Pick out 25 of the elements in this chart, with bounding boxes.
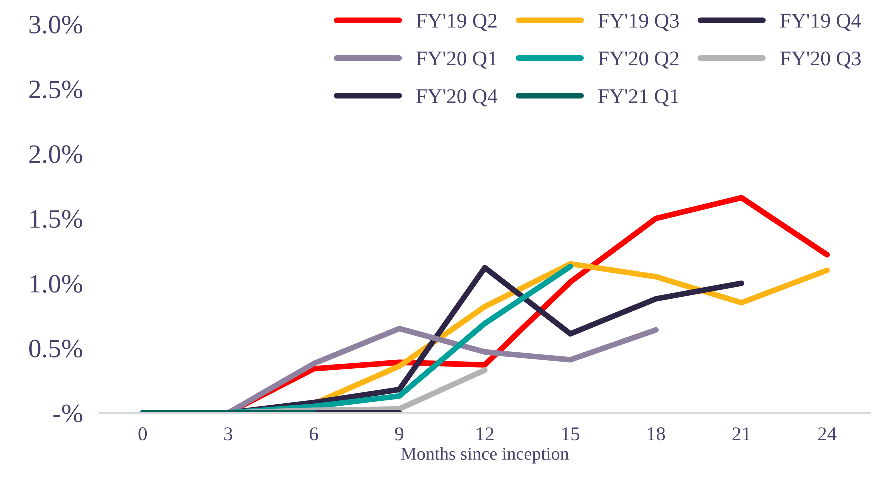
legend-label: FY'19 Q2 [416, 14, 497, 32]
y-tick-label: 1.5% [30, 210, 83, 228]
x-tick-label: 21 [732, 428, 750, 440]
x-tick-label: 18 [648, 428, 666, 441]
y-tick-label: 0.5% [29, 340, 83, 358]
legend-label: FY'20 Q3 [780, 52, 861, 69]
legend-label: FY'19 Q3 [598, 14, 680, 32]
x-axis-title: Months since inception [401, 447, 570, 464]
x-tick-label: 24 [818, 428, 837, 440]
legend-label: FY'20 Q4 [416, 89, 498, 107]
y-tick-label: 1.0% [30, 275, 83, 294]
x-tick-label: 12 [477, 428, 494, 440]
x-tick-label: 9 [395, 428, 404, 441]
legend-label: FY'21 Q1 [598, 90, 679, 107]
y-tick-label: -% [54, 404, 83, 423]
x-tick-label: 15 [562, 428, 580, 441]
x-tick-label: 0 [138, 428, 148, 441]
y-tick-label: 2.0% [30, 146, 83, 164]
y-tick-label: 2.5% [30, 80, 83, 99]
legend-label: FY'20 Q2 [598, 52, 679, 69]
y-tick-label: 3.0% [30, 16, 83, 34]
x-tick-label: 3 [224, 428, 233, 441]
x-tick-label: 6 [310, 428, 318, 441]
legend-label: FY'19 Q4 [780, 14, 862, 32]
legend-label: FY'20 Q1 [416, 52, 497, 69]
